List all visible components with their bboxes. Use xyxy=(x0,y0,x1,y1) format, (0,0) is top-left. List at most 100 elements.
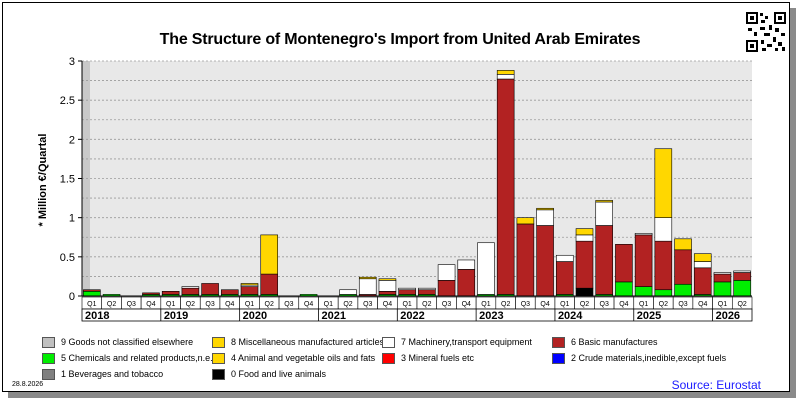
y-tick-label: 1 xyxy=(69,213,75,225)
legend: 9 Goods not classified elsewhere 8 Miscel… xyxy=(42,336,742,384)
chart-title: The Structure of Montenegro's Import fro… xyxy=(159,31,641,48)
quarter-label: Q1 xyxy=(639,301,648,308)
legend-swatch xyxy=(382,352,395,364)
source-label: Source: Eurostat xyxy=(671,378,761,392)
bar-segment xyxy=(536,225,554,297)
bar-segment xyxy=(358,278,377,295)
legend-label: 1 Beverages and tobacco xyxy=(61,369,164,379)
year-label: 2018 xyxy=(85,310,109,322)
bar-segment xyxy=(595,200,613,203)
bar-segment xyxy=(693,253,712,262)
bar-segment xyxy=(733,272,751,281)
legend-label: 6 Basic manufactures xyxy=(571,337,658,347)
bar-segment xyxy=(418,287,436,291)
bar-segment xyxy=(358,276,377,280)
bar-segment xyxy=(654,240,673,291)
quarter-label: Q2 xyxy=(107,301,116,308)
legend-swatch xyxy=(212,368,225,380)
legend-label: 7 Machinery,transport equipment xyxy=(401,337,532,347)
quarter-label: Q2 xyxy=(186,301,195,308)
legend-label: 9 Goods not classified elsewhere xyxy=(61,337,194,347)
quarter-label: Q1 xyxy=(718,301,727,308)
bar-segment xyxy=(693,267,712,295)
bar-segment xyxy=(713,272,732,275)
legend-swatch xyxy=(552,336,565,348)
quarter-label: Q2 xyxy=(265,301,274,308)
bar-segment xyxy=(674,238,692,251)
quarter-label: Q3 xyxy=(521,301,530,308)
bar-segment xyxy=(516,223,535,297)
quarter-label: Q2 xyxy=(659,301,668,308)
bar-segment xyxy=(713,281,732,297)
quarter-label: Q3 xyxy=(442,301,451,308)
year-label: 2023 xyxy=(479,310,503,322)
bar-segment xyxy=(437,280,456,297)
bar-segment xyxy=(634,233,653,236)
bar-segment xyxy=(83,290,101,297)
quarter-label: Q2 xyxy=(501,301,510,308)
bar-segment xyxy=(201,283,219,295)
quarter-label: Q1 xyxy=(324,301,333,308)
legend-item: 1 Beverages and tobacco xyxy=(42,368,163,380)
legend-label: 5 Chemicals and related products,n.e.s. xyxy=(61,353,220,363)
bar-segment xyxy=(575,240,594,289)
bar-segment xyxy=(221,289,239,295)
legend-item: 4 Animal and vegetable oils and fats xyxy=(212,352,375,364)
year-label: 2026 xyxy=(716,310,740,322)
bar-segment xyxy=(615,281,633,297)
bar-segment xyxy=(457,259,476,270)
bar-segment xyxy=(654,148,673,218)
y-tick-label: 1.5 xyxy=(60,174,75,186)
quarter-label: Q2 xyxy=(343,301,352,308)
year-row xyxy=(81,308,753,322)
bar-segment xyxy=(260,234,278,275)
y-tick-label: 0.5 xyxy=(60,252,75,264)
legend-item: 5 Chemicals and related products,n.e.s. xyxy=(42,352,220,364)
legend-label: 4 Animal and vegetable oils and fats xyxy=(231,353,376,363)
bar-segment xyxy=(339,289,357,295)
legend-item: 8 Miscellaneous manufactured articles xyxy=(212,336,384,348)
quarter-label: Q1 xyxy=(481,301,490,308)
bar-segment xyxy=(634,234,653,287)
bar-segment xyxy=(654,217,673,242)
legend-label: 8 Miscellaneous manufactured articles xyxy=(231,337,385,347)
quarter-label: Q1 xyxy=(166,301,175,308)
bar-segment xyxy=(161,290,180,295)
year-label: 2020 xyxy=(243,310,267,322)
legend-swatch xyxy=(382,336,395,348)
year-label: 2022 xyxy=(400,310,424,322)
bar-segment xyxy=(398,289,416,295)
quarter-label: Q3 xyxy=(127,301,136,308)
bar-segment xyxy=(457,269,476,297)
bar-segment xyxy=(654,289,673,297)
bar-segment xyxy=(556,254,574,262)
quarter-label: Q3 xyxy=(363,301,372,308)
bar-segment xyxy=(733,270,751,273)
quarter-label: Q2 xyxy=(737,301,746,308)
bar-segment xyxy=(260,273,278,295)
y-axis-label: * Million €/Quartal xyxy=(37,134,49,227)
bar-segment xyxy=(713,273,732,283)
bar-segment xyxy=(437,264,456,281)
bar-segment xyxy=(181,286,200,289)
legend-item: 0 Food and live animals xyxy=(212,368,326,380)
quarter-label: Q3 xyxy=(678,301,687,308)
legend-swatch xyxy=(212,336,225,348)
bar-segment xyxy=(536,207,554,211)
bar-segment xyxy=(240,286,259,295)
quarter-label: Q1 xyxy=(87,301,96,308)
bar-segment xyxy=(615,244,633,283)
bar-segment xyxy=(240,283,259,286)
bar-segment xyxy=(378,280,397,292)
y-axis: 0 0.5 1 1.5 2 2.5 3 xyxy=(60,56,83,303)
y-tick-label: 3 xyxy=(69,56,75,68)
legend-label: 0 Food and live animals xyxy=(231,369,327,379)
quarter-label: Q4 xyxy=(540,301,549,308)
legend-item: 7 Machinery,transport equipment xyxy=(382,336,532,348)
legend-item: 6 Basic manufactures xyxy=(552,336,658,348)
bar-segment xyxy=(536,209,554,226)
bar-segment xyxy=(674,283,692,297)
bar-segment xyxy=(575,228,594,236)
bars xyxy=(83,70,751,297)
